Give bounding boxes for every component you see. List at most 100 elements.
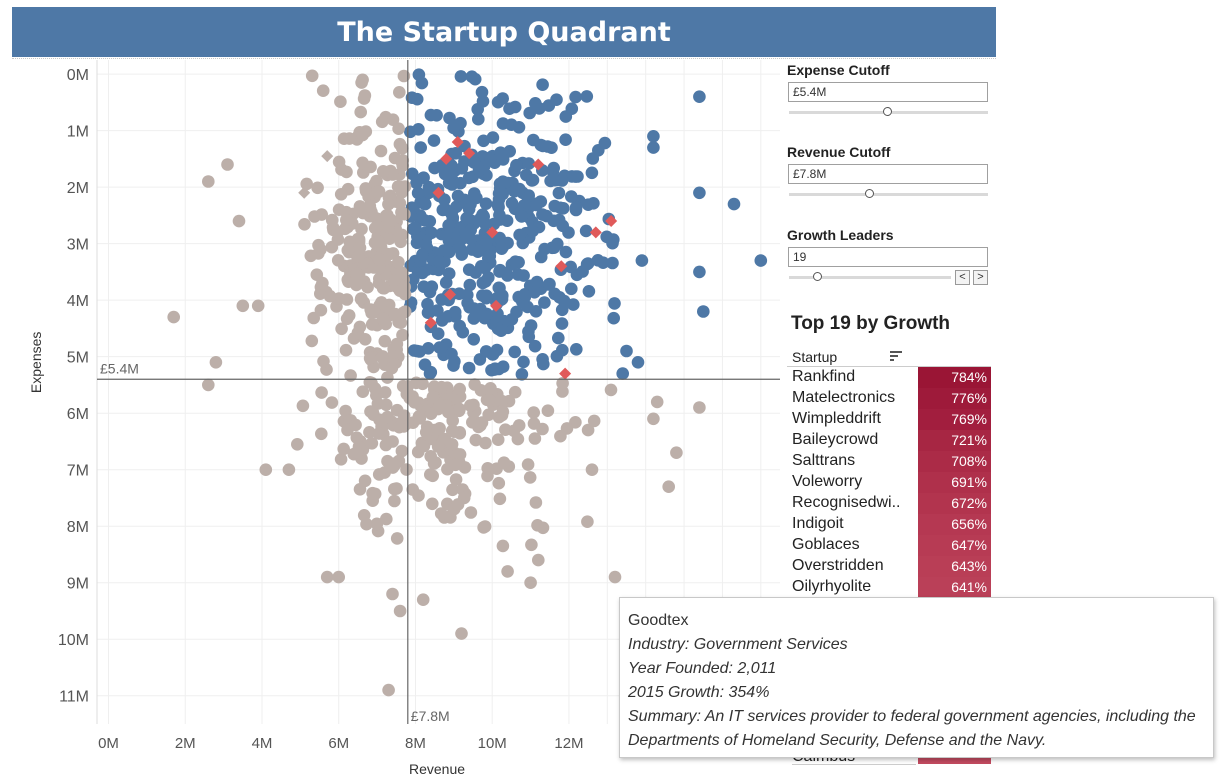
data-point <box>395 266 408 279</box>
data-point <box>412 489 425 502</box>
y-tick-label: 7M <box>67 463 89 480</box>
expense-cutoff-input[interactable]: £5.4M <box>788 82 988 102</box>
tooltip-startup-name: Goodtex <box>628 612 689 629</box>
growth-leader-marker <box>589 226 602 239</box>
data-point <box>552 331 565 345</box>
data-point <box>360 517 373 531</box>
table-row[interactable]: Indigoit 656% <box>787 514 991 535</box>
revenue-cutoff-slider[interactable] <box>789 193 988 196</box>
data-point <box>384 213 398 227</box>
data-point <box>393 86 406 99</box>
data-point <box>373 253 386 266</box>
growth-leader-marker <box>555 260 568 273</box>
growth-leaders-slider-handle[interactable] <box>812 272 822 281</box>
data-point <box>433 341 446 354</box>
data-point <box>495 242 509 255</box>
increment-button[interactable]: > <box>973 270 988 285</box>
data-point <box>305 69 319 83</box>
growth-leader-marker <box>605 215 618 228</box>
decrement-button[interactable]: < <box>955 270 970 285</box>
data-point <box>451 498 465 511</box>
table-row[interactable]: Overstridden 643% <box>787 556 991 577</box>
growth-value: 769% <box>918 409 991 430</box>
table-row[interactable]: Wimpleddrift 769% <box>787 409 991 430</box>
data-point <box>454 70 468 83</box>
data-point <box>282 463 296 477</box>
data-point <box>393 197 407 210</box>
data-point <box>376 165 390 178</box>
startup-column-header[interactable]: Startup <box>792 349 838 365</box>
data-point <box>486 131 500 144</box>
data-point <box>491 197 505 211</box>
expense-cutoff-slider-handle[interactable] <box>882 107 892 116</box>
data-point <box>467 333 481 346</box>
table-row[interactable]: Recognisedwi.. 672% <box>787 493 991 514</box>
revenue-cutoff-value: £7.8M <box>411 708 450 724</box>
data-point <box>754 254 768 267</box>
data-point <box>334 95 347 108</box>
data-point <box>529 496 543 509</box>
data-point <box>392 255 405 269</box>
tooltip-summary: Summary: An IT services provider to fede… <box>628 708 1196 749</box>
data-point <box>697 305 710 318</box>
data-point <box>727 197 741 211</box>
sort-icon[interactable] <box>890 351 902 363</box>
data-point <box>445 207 459 221</box>
data-point <box>607 311 620 325</box>
table-row[interactable]: Salttrans 708% <box>787 451 991 472</box>
data-point <box>209 356 223 369</box>
table-row[interactable]: Baileycrowd 721% <box>787 430 991 451</box>
growth-leaders-slider[interactable] <box>789 276 951 279</box>
data-point <box>316 276 329 290</box>
data-point <box>343 235 357 249</box>
data-point <box>453 319 467 333</box>
revenue-cutoff-input[interactable]: £7.8M <box>788 164 988 184</box>
data-point <box>580 90 594 103</box>
table-row[interactable]: Goblaces 647% <box>787 535 991 556</box>
table-row[interactable]: Rankfind 784% <box>787 367 991 388</box>
y-tick-label: 0M <box>67 67 89 84</box>
startup-name: Voleworry <box>792 473 863 490</box>
table-row[interactable]: Matelectronics 776% <box>787 388 991 409</box>
y-tick-label: 1M <box>67 124 89 141</box>
growth-value: 708% <box>918 451 991 472</box>
table-row[interactable]: Oilyrhyolite 641% <box>787 577 991 598</box>
data-point <box>363 199 377 213</box>
data-point <box>559 245 573 259</box>
data-point <box>365 437 379 450</box>
data-point <box>565 190 578 203</box>
data-point <box>515 210 528 223</box>
data-point <box>534 250 548 264</box>
growth-leaders-label: Growth Leaders <box>787 227 894 243</box>
data-point <box>378 334 392 348</box>
data-point <box>425 280 439 293</box>
revenue-cutoff-slider-handle[interactable] <box>864 189 874 198</box>
data-point <box>531 519 544 532</box>
data-point <box>693 401 706 414</box>
x-tick-label: 6M <box>328 735 349 752</box>
shape-marker <box>321 150 334 163</box>
data-point <box>368 306 381 319</box>
growth-leaders-input[interactable]: 19 <box>788 247 988 267</box>
data-point <box>465 70 479 83</box>
data-point <box>409 221 422 235</box>
growth-leader-marker <box>444 288 457 301</box>
data-point <box>443 111 456 125</box>
data-point <box>414 141 428 154</box>
startup-name: Indigoit <box>792 515 844 532</box>
data-point <box>670 446 683 460</box>
data-point <box>431 327 445 341</box>
tooltip-growth: 2015 Growth: 354% <box>628 684 770 701</box>
data-point <box>481 462 495 475</box>
data-point <box>236 299 250 313</box>
data-point <box>167 310 180 324</box>
table-row[interactable]: Voleworry 691% <box>787 472 991 493</box>
data-point <box>416 593 430 606</box>
data-point <box>585 463 599 477</box>
data-point <box>453 382 467 396</box>
data-point <box>381 371 394 384</box>
data-point <box>555 317 569 330</box>
data-points[interactable] <box>167 68 768 697</box>
data-point <box>693 186 706 200</box>
data-point <box>647 412 660 426</box>
